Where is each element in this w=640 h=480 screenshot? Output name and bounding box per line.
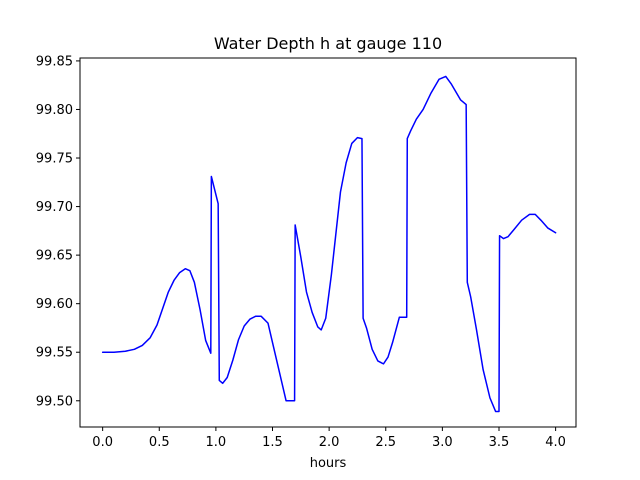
x-tick-label: 3.5	[489, 435, 510, 450]
series-line-0	[101, 75, 557, 413]
x-tick-label: 3.0	[432, 435, 453, 450]
plot-area	[101, 75, 557, 413]
y-axis-ticks: 99.50 99.55 99.60 99.65 99.70 99.75 99.80 99.85	[36, 54, 80, 409]
y-tick-label: 99.65	[36, 249, 73, 264]
x-tick-label: 0.0	[92, 435, 113, 450]
y-tick-label: 99.60	[36, 297, 73, 312]
axes-frame	[79, 57, 577, 428]
x-tick-label: 1.5	[262, 435, 283, 450]
y-tick-label: 99.80	[36, 103, 73, 118]
y-tick-label: 99.75	[36, 152, 73, 167]
x-tick-label: 4.0	[545, 435, 566, 450]
x-tick-label: 0.5	[149, 435, 170, 450]
y-tick-label: 99.55	[36, 346, 73, 361]
x-tick-label: 2.0	[319, 435, 340, 450]
y-tick-label: 99.70	[36, 200, 73, 215]
y-tick-label: 99.85	[36, 54, 73, 69]
y-tick-label: 99.50	[36, 394, 73, 409]
chart-title: Water Depth h at gauge 110	[214, 34, 442, 53]
x-axis-ticks: 0.0 0.5 1.0 1.5 2.0 2.5 3.0 3.5 4.0	[92, 427, 566, 450]
x-tick-label: 1.0	[206, 435, 227, 450]
x-axis-label: hours	[310, 456, 347, 471]
x-tick-label: 2.5	[375, 435, 396, 450]
